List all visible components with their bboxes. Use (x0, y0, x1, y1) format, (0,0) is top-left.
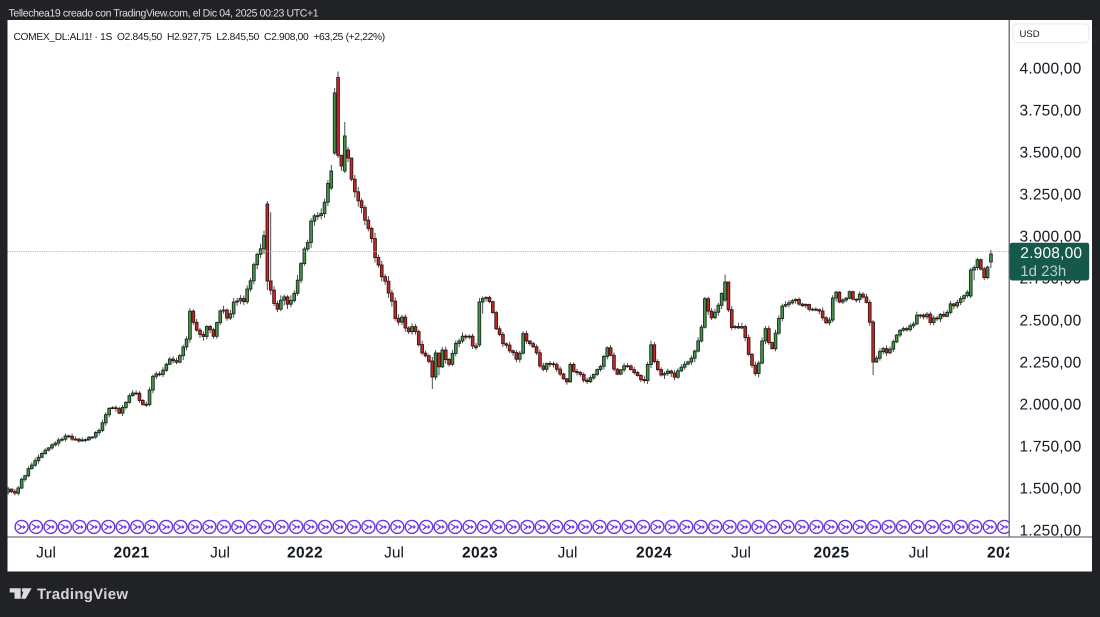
svg-text:Jul: Jul (558, 545, 578, 562)
svg-text:TradingView: TradingView (37, 586, 128, 603)
svg-text:2.500,00: 2.500,00 (1020, 312, 1082, 329)
svg-text:2025: 2025 (813, 545, 849, 562)
svg-text:Jul: Jul (210, 545, 230, 562)
svg-text:3.500,00: 3.500,00 (1020, 144, 1082, 161)
svg-text:3.250,00: 3.250,00 (1020, 186, 1082, 203)
svg-text:1d 23h: 1d 23h (1020, 263, 1066, 280)
svg-text:2.250,00: 2.250,00 (1020, 354, 1082, 371)
svg-text:Jul: Jul (36, 545, 56, 562)
svg-text:1.500,00: 1.500,00 (1020, 480, 1082, 497)
svg-text:COMEX_DL:ALI1! · 1S O2.845,50: COMEX_DL:ALI1! · 1S O2.845,50 H2.927,75 … (14, 32, 385, 43)
svg-text:1.250,00: 1.250,00 (1020, 522, 1082, 539)
svg-text:USD: USD (1020, 29, 1040, 40)
svg-text:4.000,00: 4.000,00 (1020, 60, 1082, 77)
svg-text:Tellechea19 creado con Trading: Tellechea19 creado con TradingView.com, … (9, 7, 319, 19)
svg-text:2023: 2023 (462, 545, 498, 562)
svg-text:Jul: Jul (731, 545, 751, 562)
svg-text:2021: 2021 (113, 545, 149, 562)
svg-text:Jul: Jul (384, 545, 404, 562)
svg-text:2022: 2022 (287, 545, 323, 562)
svg-text:2.908,00: 2.908,00 (1020, 245, 1082, 262)
svg-text:1.750,00: 1.750,00 (1020, 438, 1082, 455)
svg-text:3.750,00: 3.750,00 (1020, 102, 1082, 119)
svg-text:2026: 2026 (987, 545, 1023, 562)
svg-text:3.000,00: 3.000,00 (1020, 228, 1082, 245)
svg-text:2.000,00: 2.000,00 (1020, 396, 1082, 413)
svg-text:Jul: Jul (909, 545, 929, 562)
svg-text:2024: 2024 (636, 545, 672, 562)
